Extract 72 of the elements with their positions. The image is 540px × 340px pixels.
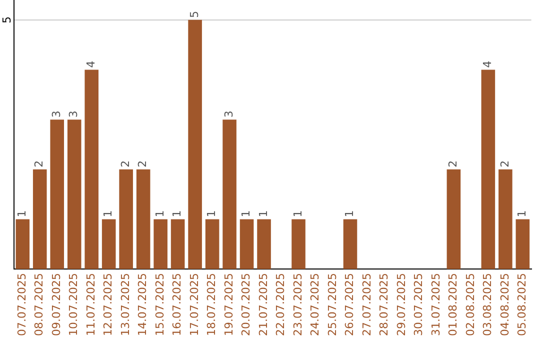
- data-label: 3: [222, 110, 236, 118]
- x-tick-label: 31.07.2025: [429, 273, 442, 336]
- x-tick-label: 10.07.2025: [67, 273, 80, 336]
- x-tick-label: 17.07.2025: [188, 273, 201, 336]
- x-tick-label: 14.07.2025: [136, 273, 150, 336]
- x-tick-label: 21.07.2025: [256, 273, 270, 336]
- data-label: 1: [170, 210, 184, 218]
- x-tick-label: 01.08.2025: [446, 273, 460, 336]
- bar: [516, 219, 530, 270]
- data-label: 1: [102, 210, 115, 218]
- bar: [205, 219, 220, 270]
- data-label: 1: [291, 210, 304, 218]
- x-tick-label: 28.07.2025: [378, 273, 391, 336]
- x-tick-label: 22.07.2025: [274, 273, 288, 336]
- bar: [102, 219, 116, 270]
- bar: [32, 169, 47, 270]
- x-tick-label: 26.07.2025: [343, 273, 356, 336]
- x-tick-label: 16.07.2025: [170, 273, 184, 336]
- bar: [50, 120, 64, 270]
- x-tick-label: 29.07.2025: [394, 273, 408, 336]
- x-tick-label: 13.07.2025: [118, 273, 132, 336]
- bar: [170, 219, 185, 270]
- data-label: 1: [516, 210, 529, 218]
- bar: [154, 219, 168, 270]
- x-tick-label: 07.07.2025: [15, 273, 28, 336]
- x-tick-label: 09.07.2025: [50, 273, 63, 336]
- bar: [240, 219, 254, 270]
- data-label: 5: [188, 10, 201, 18]
- bar: [84, 70, 98, 270]
- bar: [136, 169, 150, 270]
- data-label: 4: [481, 60, 494, 68]
- x-tick-label: 11.07.2025: [84, 273, 98, 336]
- bar: [67, 120, 82, 270]
- x-tick-label: 03.08.2025: [481, 273, 494, 336]
- x-tick-label: 15.07.2025: [153, 273, 166, 336]
- data-label: 1: [205, 210, 218, 218]
- bar: [257, 219, 271, 270]
- bar: [481, 70, 496, 270]
- bar: [498, 169, 512, 270]
- data-label: 3: [67, 110, 80, 118]
- data-label: 2: [32, 160, 46, 168]
- x-tick-label: 19.07.2025: [222, 273, 236, 336]
- bar: [119, 169, 133, 270]
- x-tick-label: 20.07.2025: [240, 273, 253, 336]
- bar: [188, 20, 202, 270]
- data-label: 1: [343, 210, 356, 218]
- data-label: 2: [136, 160, 150, 168]
- data-label: 4: [84, 60, 98, 68]
- data-label: 3: [50, 110, 63, 118]
- data-label: 1: [256, 210, 270, 218]
- data-label: 1: [153, 210, 166, 218]
- x-tick-label: 02.08.2025: [464, 273, 477, 336]
- data-label: 1: [240, 210, 253, 218]
- data-label: 2: [446, 160, 460, 168]
- x-tick-label: 12.07.2025: [102, 273, 115, 336]
- data-label: 2: [118, 160, 132, 168]
- x-tick-label: 27.07.2025: [360, 273, 374, 336]
- x-tick-label: 24.07.2025: [308, 273, 322, 336]
- x-tick-label: 23.07.2025: [291, 273, 304, 336]
- bar: [16, 219, 30, 270]
- data-label: 2: [498, 160, 512, 168]
- bar: [343, 219, 358, 270]
- x-tick-label: 05.08.2025: [516, 273, 529, 336]
- bar: [446, 169, 461, 270]
- x-tick-label: 18.07.2025: [205, 273, 218, 336]
- x-tick-label: 04.08.2025: [498, 273, 512, 336]
- data-label: 1: [15, 210, 28, 218]
- x-tick-label: 08.07.2025: [32, 273, 46, 336]
- bar: [222, 120, 236, 270]
- bar: [292, 219, 306, 270]
- x-tick-label: 30.07.2025: [412, 273, 426, 336]
- x-tick-label: 25.07.2025: [326, 273, 339, 336]
